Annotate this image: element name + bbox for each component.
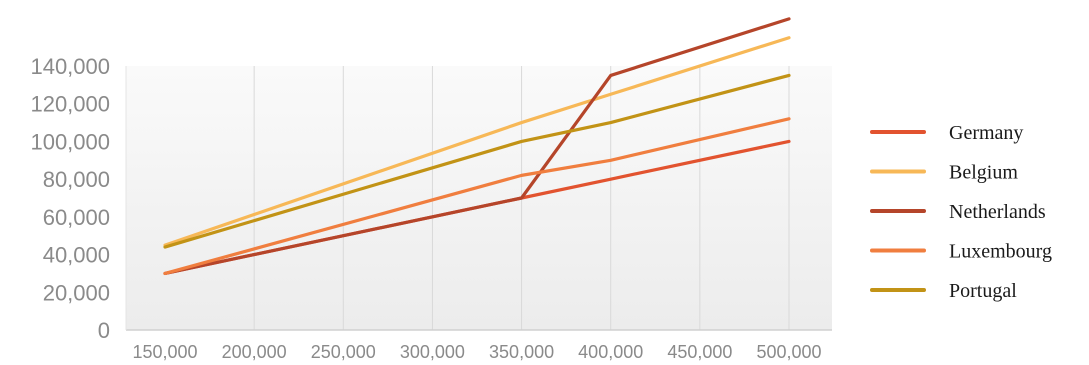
- y-tick-label: 60,000: [43, 205, 110, 230]
- x-tick-label: 400,000: [578, 342, 643, 362]
- x-tick-label: 500,000: [756, 342, 821, 362]
- legend-item-belgium: Belgium: [870, 162, 1018, 184]
- series-lines: [163, 17, 791, 276]
- y-axis: 0 20,000 40,000 60,000 80,000 100,000 120,000 1…: [30, 54, 110, 343]
- grid-lines: [253, 66, 790, 330]
- x-tick-label: 150,000: [132, 342, 197, 362]
- x-tick-label: 300,000: [400, 342, 465, 362]
- legend-item-luxembourg: Luxembourg: [870, 241, 1052, 263]
- legend-item-netherlands: Netherlands: [870, 201, 1046, 223]
- y-tick-label: 40,000: [43, 243, 110, 268]
- x-tick-label: 450,000: [667, 342, 732, 362]
- legend-item-portugal: Portugal: [870, 280, 1017, 302]
- y-tick-label: 80,000: [43, 167, 110, 192]
- legend: Germany Belgium Netherlands Luxembourg Portu…: [870, 122, 1052, 302]
- legend-label: Belgium: [949, 162, 1018, 184]
- legend-label: Portugal: [949, 280, 1017, 302]
- plot-area: [126, 66, 832, 330]
- x-axis: 150,000 200,000 250,000 300,000 350,000 400,0…: [132, 342, 821, 362]
- legend-item-germany: Germany: [870, 122, 1023, 144]
- legend-label: Germany: [949, 122, 1023, 144]
- x-tick-label: 250,000: [311, 342, 376, 362]
- legend-label: Luxembourg: [949, 241, 1052, 263]
- y-tick-label: 100,000: [30, 129, 110, 154]
- x-tick-label: 200,000: [222, 342, 287, 362]
- series-line-belgium: [163, 36, 791, 247]
- y-tick-label: 20,000: [43, 280, 110, 305]
- axes: [125, 66, 832, 331]
- y-tick-label: 140,000: [30, 54, 110, 79]
- y-tick-label: 0: [98, 318, 110, 343]
- series-line-netherlands: [163, 17, 791, 276]
- legend-label: Netherlands: [949, 201, 1046, 223]
- y-tick-label: 120,000: [30, 92, 110, 117]
- x-tick-label: 350,000: [489, 342, 554, 362]
- series-line-luxembourg: [163, 117, 791, 276]
- series-line-portugal: [163, 73, 791, 249]
